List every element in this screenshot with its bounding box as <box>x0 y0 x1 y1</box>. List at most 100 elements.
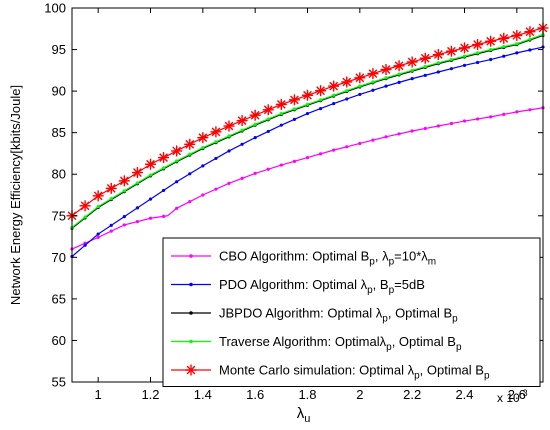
star-marker-stroke <box>106 183 116 193</box>
star-marker-stroke <box>342 77 352 87</box>
star-marker-stroke <box>211 127 221 137</box>
series-point <box>175 159 179 163</box>
series-point <box>462 54 467 58</box>
star-marker-stroke <box>198 133 208 143</box>
series-point <box>397 132 401 136</box>
star-marker-stroke <box>186 365 196 375</box>
y-tick-label: 100 <box>44 1 66 16</box>
star-marker-stroke <box>146 159 155 169</box>
legend-label-subscript: p <box>414 371 420 382</box>
series-line <box>71 107 544 250</box>
legend-entry: JBPDO Algorithm: Optimal λp, Optimal Bp <box>171 306 458 325</box>
legend-label-subscript: p <box>456 342 462 353</box>
series-point <box>515 110 519 114</box>
star-marker-stroke <box>329 81 339 91</box>
x-tick-label: 2 <box>356 387 363 402</box>
series-point <box>371 80 375 84</box>
series-point <box>188 200 192 204</box>
series-point <box>489 57 493 62</box>
series-point <box>214 156 218 161</box>
y-tick-label: 65 <box>52 291 66 306</box>
series-point <box>148 197 153 201</box>
series-point <box>292 107 297 111</box>
legend-marker <box>189 254 193 258</box>
series-line <box>71 27 544 217</box>
series-4 <box>66 22 549 222</box>
series-point <box>475 51 480 55</box>
series-point <box>161 166 166 170</box>
x-tick-label: 2.6 <box>508 387 526 402</box>
series-point <box>410 68 414 72</box>
series-point <box>201 193 205 197</box>
series-point <box>462 119 467 123</box>
star-marker-stroke <box>185 139 195 149</box>
series-point <box>175 180 179 184</box>
legend-label-subscript: p <box>484 371 490 382</box>
legend-label-text: Monte Carlo simulation: Optimal λ <box>219 363 415 378</box>
series-point <box>397 80 401 84</box>
x-axis-multiplier: x 10-3 <box>497 388 528 405</box>
star-marker-stroke <box>80 201 90 211</box>
star-marker-stroke <box>407 57 417 67</box>
y-tick-label: 95 <box>52 42 66 57</box>
series-point <box>475 60 480 65</box>
y-tick-label: 70 <box>52 250 66 265</box>
series-point <box>227 149 231 153</box>
star-marker-stroke <box>381 65 391 74</box>
series-point <box>227 181 231 185</box>
legend-label-subscript: p <box>386 342 392 353</box>
legend-label-text: JBPDO Algorithm: Optimal λ <box>219 306 383 321</box>
x-tick-label: 2.2 <box>403 387 421 402</box>
series-point <box>83 243 87 247</box>
y-axis-label: Network Energy Efficiency[kbits/Joule] <box>8 85 23 305</box>
series-point <box>161 214 166 218</box>
star-marker-stroke <box>172 146 182 156</box>
series-point <box>358 141 362 146</box>
star-marker-stroke <box>433 50 443 59</box>
legend-box <box>162 237 541 387</box>
series-point <box>96 205 100 209</box>
series-point <box>410 77 414 81</box>
star-marker-stroke <box>237 116 247 125</box>
star-marker-stroke <box>447 46 456 56</box>
series-point <box>227 134 231 138</box>
star-marker-stroke <box>420 53 430 63</box>
legend-label-text: Traverse Algorithm: Optimalλ <box>219 334 387 349</box>
legend-marker <box>189 282 193 287</box>
y-tick-label: 60 <box>52 333 66 348</box>
series-point <box>436 61 440 65</box>
legend-label-subscript: m <box>428 257 436 268</box>
series-point <box>384 76 388 80</box>
series-point <box>188 152 192 156</box>
series-point <box>279 123 283 127</box>
series-point <box>449 121 454 126</box>
series-point <box>345 97 349 101</box>
star-marker-stroke <box>250 110 260 120</box>
series-layer <box>66 22 549 259</box>
legend-label-text: =5dB <box>394 277 425 292</box>
series-point <box>489 47 493 52</box>
series-point <box>436 124 440 128</box>
star-marker-stroke <box>224 121 234 131</box>
series-point <box>449 57 454 62</box>
legend-label-text: , Optimal B <box>420 363 484 378</box>
series-point <box>449 67 454 71</box>
star-marker-stroke <box>512 31 522 40</box>
x-tick-label: 1.6 <box>246 387 264 402</box>
star-marker-stroke <box>303 90 312 100</box>
legend-label-subscript: p <box>389 257 395 268</box>
series-point <box>515 42 519 46</box>
series-point <box>266 129 270 134</box>
series-point <box>279 163 283 167</box>
series-point <box>502 54 506 58</box>
series-point <box>410 129 414 133</box>
legend-label-text: , B <box>373 277 389 292</box>
star-marker-stroke <box>133 168 142 177</box>
series-line <box>71 46 544 257</box>
series-point <box>109 223 113 227</box>
legend-label-subscript: p <box>369 257 375 268</box>
series-point <box>240 176 244 180</box>
series-point <box>214 187 218 191</box>
